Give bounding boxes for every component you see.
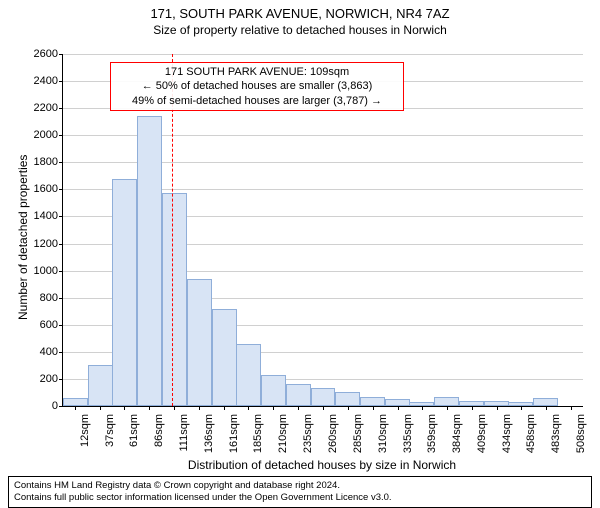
x-axis-label: Distribution of detached houses by size … xyxy=(62,458,582,472)
x-tick-label: 185sqm xyxy=(252,411,264,453)
x-tick-mark xyxy=(149,406,150,410)
histogram-bar xyxy=(187,279,212,406)
y-tick-mark xyxy=(59,108,63,109)
x-tick-label: 12sqm xyxy=(79,411,91,447)
histogram-bar xyxy=(360,397,385,406)
x-tick-mark xyxy=(224,406,225,410)
x-tick-label: 310sqm xyxy=(377,411,389,453)
histogram-bar xyxy=(162,193,187,406)
x-tick-label: 260sqm xyxy=(327,411,339,453)
histogram-bar xyxy=(385,399,410,406)
histogram-bar xyxy=(112,179,137,406)
x-tick-label: 359sqm xyxy=(426,411,438,453)
histogram-bar xyxy=(533,398,558,406)
x-tick-mark xyxy=(472,406,473,410)
chart-subtitle: Size of property relative to detached ho… xyxy=(0,23,600,37)
x-tick-mark xyxy=(373,406,374,410)
y-tick-mark xyxy=(59,162,63,163)
x-tick-mark xyxy=(348,406,349,410)
x-tick-label: 285sqm xyxy=(352,411,364,453)
histogram-bar xyxy=(88,365,113,406)
x-tick-label: 86sqm xyxy=(153,411,165,447)
x-tick-mark xyxy=(273,406,274,410)
y-tick-mark xyxy=(59,189,63,190)
x-tick-mark xyxy=(398,406,399,410)
x-tick-label: 210sqm xyxy=(277,411,289,453)
x-tick-label: 508sqm xyxy=(575,411,587,453)
x-tick-label: 61sqm xyxy=(128,411,140,447)
x-tick-label: 37sqm xyxy=(104,411,116,447)
x-tick-label: 409sqm xyxy=(476,411,488,453)
histogram-bar xyxy=(261,375,286,406)
x-tick-label: 434sqm xyxy=(501,411,513,453)
y-tick-mark xyxy=(59,81,63,82)
y-tick-mark xyxy=(59,135,63,136)
y-tick-mark xyxy=(59,216,63,217)
x-tick-mark xyxy=(571,406,572,410)
y-tick-mark xyxy=(59,325,63,326)
y-tick-mark xyxy=(59,352,63,353)
x-tick-mark xyxy=(323,406,324,410)
x-tick-label: 111sqm xyxy=(178,411,190,452)
x-tick-label: 136sqm xyxy=(203,411,215,453)
x-tick-label: 335sqm xyxy=(402,411,414,453)
histogram-bar xyxy=(335,392,360,406)
attribution-line2: Contains full public sector information … xyxy=(14,492,586,504)
y-tick-mark xyxy=(59,298,63,299)
histogram-bar xyxy=(212,309,237,406)
x-tick-mark xyxy=(174,406,175,410)
y-axis-label: Number of detached properties xyxy=(16,155,30,320)
annotation-line3: 49% of semi-detached houses are larger (… xyxy=(117,94,397,108)
chart-title: 171, SOUTH PARK AVENUE, NORWICH, NR4 7AZ xyxy=(0,6,600,21)
y-tick-mark xyxy=(59,244,63,245)
x-tick-mark xyxy=(298,406,299,410)
annotation-line1: 171 SOUTH PARK AVENUE: 109sqm xyxy=(117,65,397,79)
x-tick-label: 458sqm xyxy=(525,411,537,453)
histogram-bar xyxy=(434,397,459,406)
x-tick-mark xyxy=(422,406,423,410)
x-tick-mark xyxy=(447,406,448,410)
x-tick-mark xyxy=(75,406,76,410)
gridline xyxy=(63,54,583,55)
x-tick-mark xyxy=(546,406,547,410)
x-tick-mark xyxy=(100,406,101,410)
annotation-box: 171 SOUTH PARK AVENUE: 109sqm ← 50% of d… xyxy=(110,62,404,111)
y-tick-mark xyxy=(59,406,63,407)
histogram-bar xyxy=(286,384,311,406)
y-tick-mark xyxy=(59,379,63,380)
histogram-bar xyxy=(236,344,261,406)
x-tick-label: 483sqm xyxy=(550,411,562,453)
histogram-bar xyxy=(311,388,336,406)
x-tick-mark xyxy=(248,406,249,410)
y-tick-mark xyxy=(59,271,63,272)
x-tick-mark xyxy=(497,406,498,410)
x-tick-mark xyxy=(199,406,200,410)
x-tick-label: 235sqm xyxy=(302,411,314,453)
x-tick-mark xyxy=(521,406,522,410)
annotation-line2: ← 50% of detached houses are smaller (3,… xyxy=(117,79,397,93)
x-tick-mark xyxy=(124,406,125,410)
x-tick-label: 161sqm xyxy=(228,411,240,453)
y-tick-mark xyxy=(59,54,63,55)
histogram-bar xyxy=(137,116,162,406)
x-tick-label: 384sqm xyxy=(451,411,463,453)
attribution-box: Contains HM Land Registry data © Crown c… xyxy=(8,476,592,508)
histogram-bar xyxy=(63,398,88,406)
attribution-line1: Contains HM Land Registry data © Crown c… xyxy=(14,480,586,492)
